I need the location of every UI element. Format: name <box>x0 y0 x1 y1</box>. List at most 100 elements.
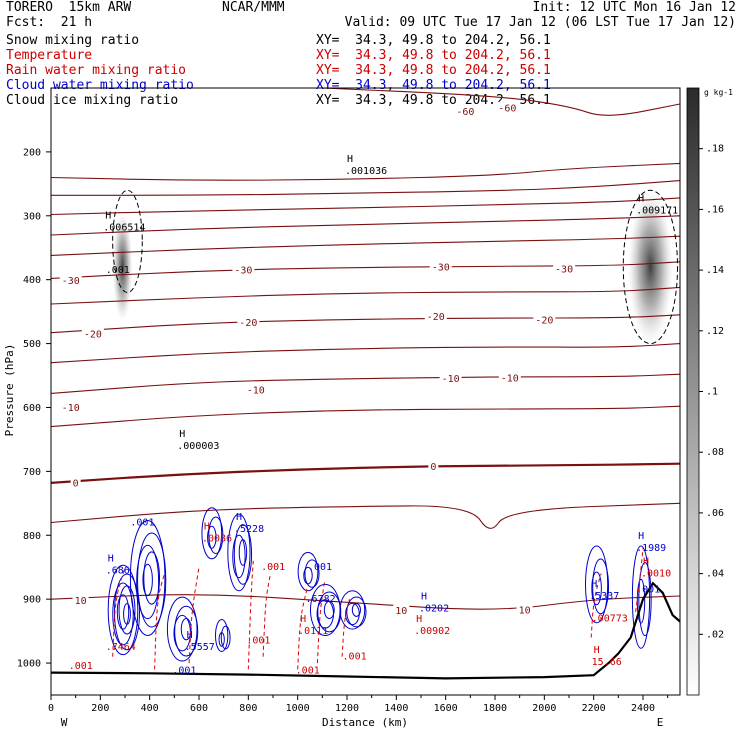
west-label: W <box>61 716 68 729</box>
max-value-13: .0202 <box>419 604 449 615</box>
y-tick-label-6: 800 <box>23 531 41 542</box>
temp-label-0: -60 <box>456 107 474 118</box>
max-value-1: .001 <box>106 265 130 276</box>
cloud-water-ring-3-0 <box>215 619 229 652</box>
max-value-21: .001 <box>296 666 320 677</box>
temp-label-4: -30 <box>432 262 450 273</box>
colorbar-tick-label-2: .06 <box>706 508 724 519</box>
x-tick-label-7: 1400 <box>384 703 408 714</box>
y-tick-label-4: 600 <box>23 403 41 414</box>
temp-label-bg-2 <box>59 274 82 286</box>
max-value-14: .00902 <box>414 626 450 637</box>
temp-label-bg-3 <box>232 264 255 276</box>
isotherm-12 <box>51 502 680 529</box>
cloud-water-ring-0-0 <box>107 564 139 656</box>
isotherm-top <box>322 88 680 116</box>
rain-contour-9 <box>635 547 644 612</box>
cloud-water-ring-1-1 <box>137 532 167 628</box>
max-marker-8: H <box>204 521 210 532</box>
isotherm-9 <box>51 373 680 394</box>
field-xy-temperature: XY= 34.3, 49.8 to 204.2, 56.1 <box>316 48 551 63</box>
x-tick-label-10: 2000 <box>532 703 556 714</box>
colorbar-tick-label-4: .1 <box>706 387 718 398</box>
max-marker-7: H <box>236 512 242 523</box>
temp-label-16: 10 <box>75 596 87 607</box>
colorbar <box>686 87 700 696</box>
isotherm-7 <box>51 314 680 334</box>
valid-time: Valid: 09 UTC Tue 17 Jan 12 (06 LST Tue … <box>344 15 736 30</box>
x-tick-label-6: 1200 <box>335 703 359 714</box>
colorbar-tick-label-1: .04 <box>706 569 724 580</box>
temp-label-bg-13 <box>498 372 521 384</box>
temp-label-bg-10 <box>59 401 82 413</box>
temp-label-bg-5 <box>553 262 576 274</box>
temp-label-12: -10 <box>442 374 460 385</box>
y-tick-label-1: 300 <box>23 211 41 222</box>
cloud-water-ring-5-2 <box>232 534 246 579</box>
max-marker-23: H <box>643 557 649 568</box>
temp-label-11: -10 <box>247 386 265 397</box>
x-tick-label-8: 1600 <box>434 703 458 714</box>
x-tick-label-9: 1800 <box>483 703 507 714</box>
rain-contour-7 <box>341 599 350 657</box>
x-tick-label-12: 2400 <box>631 703 655 714</box>
cloud-water-ring-8-3 <box>351 603 362 617</box>
temp-label-6: -20 <box>84 329 102 340</box>
x-tick-label-4: 800 <box>239 703 257 714</box>
max-marker-2: H <box>347 154 353 165</box>
colorbar-tick-label-0: .02 <box>706 629 724 640</box>
temp-label-3: -30 <box>234 266 252 277</box>
isotherm-5 <box>51 261 680 279</box>
y-axis-title: Pressure (hPa) <box>3 344 16 437</box>
rain-contour-6 <box>316 579 326 664</box>
temp-label-bg-15 <box>428 460 439 472</box>
x-tick-label-5: 1000 <box>286 703 310 714</box>
max-marker-6: H <box>108 553 114 564</box>
temp-label-bg-4 <box>429 260 452 272</box>
temp-label-17: 10 <box>395 606 407 617</box>
snow-shading-1 <box>628 190 673 344</box>
isotherm-4 <box>51 235 680 256</box>
x-tick-label-3: 600 <box>190 703 208 714</box>
colorbar-tick-label-5: .12 <box>706 326 724 337</box>
center-name: NCAR/MMM <box>222 0 285 15</box>
max-value-7: .5228 <box>234 524 264 535</box>
x-tick-label-2: 400 <box>141 703 159 714</box>
colorbar-tick-label-7: .16 <box>706 204 724 215</box>
colorbar-tick-label-6: .14 <box>706 265 724 276</box>
cloud-water-ring-1-4 <box>142 563 153 597</box>
y-tick-label-8: 1000 <box>17 659 41 670</box>
isotherm-8 <box>51 343 680 364</box>
isotherm-0 <box>51 162 680 181</box>
cloud-water-ring-5-0 <box>227 513 251 592</box>
isotherm-1 <box>51 180 680 196</box>
max-value-9: .001 <box>261 562 285 573</box>
max-value-3: .009171 <box>636 206 678 217</box>
cloud-water-ring-9-1 <box>592 558 610 615</box>
max-value-18: .001 <box>343 652 367 663</box>
temp-label-bg-18 <box>516 604 533 616</box>
colorbar-tick-label-8: .18 <box>706 144 724 155</box>
max-value-11: .6782 <box>306 594 336 605</box>
temp-label-bg-17 <box>393 604 410 616</box>
field-name-rain: Rain water mixing ratio <box>6 63 187 78</box>
rain-contour-0 <box>112 567 126 657</box>
x-tick-label-11: 2200 <box>582 703 606 714</box>
temp-label-bg-8 <box>424 310 447 322</box>
cloud-water-ring-9-0 <box>585 545 609 624</box>
max-value-15: .7464 <box>106 642 136 653</box>
max-value-19: .001 <box>172 666 196 677</box>
max-marker-4: H <box>179 429 185 440</box>
init-time: Init: 12 UTC Mon 16 Jan 12 <box>532 0 737 15</box>
x-axis-title: Distance (km) <box>322 716 408 729</box>
rain-contour-8 <box>590 573 602 638</box>
max-value-4: .000003 <box>177 441 219 452</box>
snow-shading-0 <box>112 212 133 322</box>
colorbar-unit: g kg-1 <box>704 88 733 97</box>
temp-label-2: -30 <box>62 276 80 287</box>
max-value-8: .0086 <box>202 533 232 544</box>
cloud-water-ring-0-4 <box>116 594 130 630</box>
cloud-water-ring-4-1 <box>208 516 224 555</box>
x-tick-label-0: 0 <box>48 703 54 714</box>
cloud-water-ring-1-0 <box>129 519 166 636</box>
